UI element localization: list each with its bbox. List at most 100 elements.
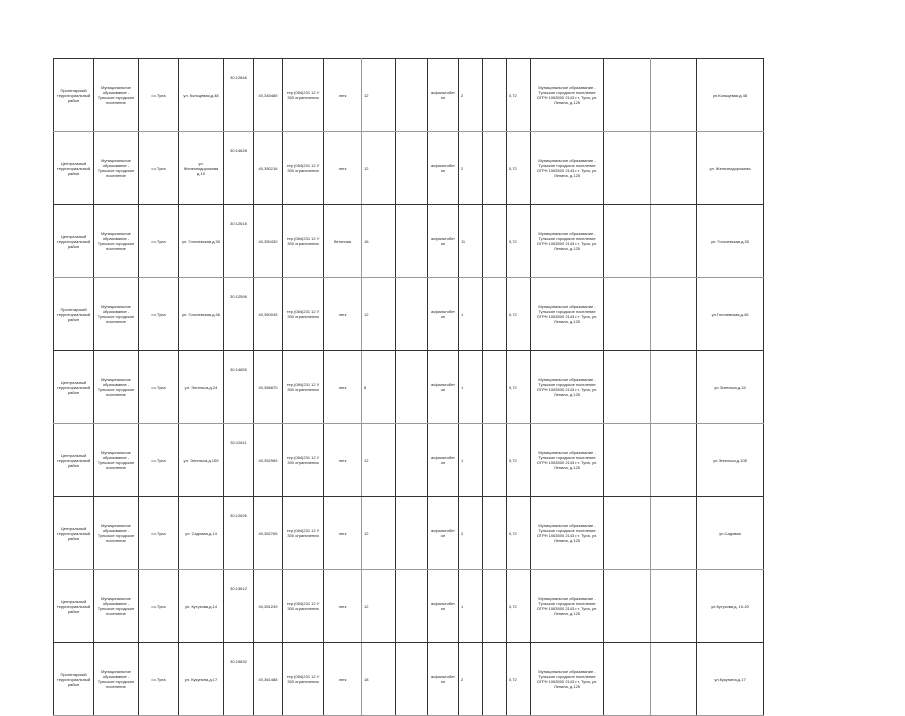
cell-owner: Муниципальное образование - Тульское гор… [93, 204, 139, 278]
cell-address: ул. Кукунина,д.17 [178, 642, 224, 716]
cell-width: 12 [361, 569, 396, 643]
cell-holder: Муниципальное образование - Тульское гор… [530, 496, 604, 570]
cell-width: 16 [361, 204, 396, 278]
cell-city: г.о.Тула [138, 423, 179, 497]
cell-surface: асфальтобетон [427, 131, 459, 205]
cell-cadastral-number: 30:12618 [223, 204, 254, 278]
table-row: Центральный территориальный район Муницип… [53, 423, 764, 497]
table-row: Пролетарский территориальный район Муници… [53, 58, 764, 132]
cell-empty-3 [603, 131, 651, 205]
cell-category: бетонная [323, 204, 362, 278]
cell-district: Пролетарский территориальный район [53, 642, 94, 716]
cell-city: г.о.Тула [138, 204, 179, 278]
cell-lanes: 2 [458, 496, 483, 570]
cell-length: 0,72 [506, 58, 531, 132]
cell-district: Пролетарский территориальный район [53, 277, 94, 351]
cell-empty-1 [395, 423, 428, 497]
cell-address: ул. Кутузова,д.14 [178, 569, 224, 643]
table-row: Центральный территориальный район Муницип… [53, 569, 764, 643]
cell-empty-3 [603, 277, 651, 351]
cell-width: 12 [361, 58, 396, 132]
cell-empty-3 [603, 569, 651, 643]
cell-cadastral-number: 30:13612 [223, 569, 254, 643]
cell-surface: асфальтобетон [427, 496, 459, 570]
cell-holder: Муниципальное образование - Тульское гор… [530, 642, 604, 716]
cell-cadastral-number: 30:14655 [223, 350, 254, 424]
cell-restriction: тер.(084)231 12 У 300 ограничения [282, 277, 324, 351]
cell-city: г.о.Тула [138, 58, 179, 132]
cell-owner: Муниципальное образование - Тульское гор… [93, 642, 139, 716]
cell-cadastral-number: 30:12611 [223, 423, 254, 497]
cell-coordinate: 40,351249 [253, 569, 283, 643]
cell-empty-4 [650, 496, 697, 570]
cell-empty-4 [650, 642, 697, 716]
cell-empty-3 [603, 350, 651, 424]
cell-restriction: тер.(084)231 12 У 300 ограничения [282, 642, 324, 716]
cell-holder: Муниципальное образование - Тульское гор… [530, 58, 604, 132]
cell-location: ул.Гоголевская,д.46 [696, 277, 764, 351]
cell-city: г.о.Тула [138, 569, 179, 643]
cell-lanes: 2 [458, 642, 483, 716]
cell-length: 0,72 [506, 569, 531, 643]
cell-holder: Муниципальное образование - Тульское гор… [530, 277, 604, 351]
cell-empty-2 [482, 569, 507, 643]
cell-lanes: 1 [458, 350, 483, 424]
cell-coordinate: 40,352989 [253, 423, 283, 497]
cell-location: ул.Кольцевая,д.48 [696, 58, 764, 132]
cell-length: 0,72 [506, 204, 531, 278]
cell-empty-4 [650, 131, 697, 205]
cell-category: легк [323, 131, 362, 205]
cell-city: г.о.Тула [138, 642, 179, 716]
cell-empty-3 [603, 58, 651, 132]
cell-district: Центральный территориальный район [53, 204, 94, 278]
cell-location: ул.Кутузова,д. 10-20 [696, 569, 764, 643]
table-row: Центральный территориальный район Муницип… [53, 131, 764, 205]
cell-width: 12 [361, 277, 396, 351]
cell-empty-2 [482, 204, 507, 278]
cell-lanes: 1 [458, 277, 483, 351]
cell-city: г.о.Тула [138, 350, 179, 424]
cell-location: ул. Железнодорожная [696, 131, 764, 205]
cell-empty-2 [482, 277, 507, 351]
cell-holder: Муниципальное образование - Тульское гор… [530, 423, 604, 497]
cell-empty-2 [482, 423, 507, 497]
cell-owner: Муниципальное образование - Тульское гор… [93, 58, 139, 132]
cell-empty-2 [482, 350, 507, 424]
cell-address: ул. Садовая,д.14 [178, 496, 224, 570]
cell-address: ул. Железнодорожная д.10 [178, 131, 224, 205]
cell-coordinate: 40,356870 [253, 350, 283, 424]
cell-lanes: 2 [458, 58, 483, 132]
cell-empty-4 [650, 569, 697, 643]
table-row: Пролетарский территориальный район Муници… [53, 277, 764, 351]
cell-empty-4 [650, 423, 697, 497]
cell-coordinate: 40,350216 [253, 131, 283, 205]
cell-district: Центральный территориальный район [53, 350, 94, 424]
cell-length: 0,72 [506, 496, 531, 570]
cell-coordinate: 40,345485 [253, 58, 283, 132]
cell-width: 12 [361, 496, 396, 570]
cell-owner: Муниципальное образование - Тульское гор… [93, 423, 139, 497]
cell-lanes: 1 [458, 423, 483, 497]
cell-empty-1 [395, 496, 428, 570]
cell-width: 8 [361, 350, 396, 424]
cell-length: 0,72 [506, 277, 531, 351]
cell-length: 0,72 [506, 642, 531, 716]
cell-empty-3 [603, 642, 651, 716]
cell-surface: асфальтобетон [427, 350, 459, 424]
cell-address: ул. Энгельса,д.105 [178, 423, 224, 497]
cell-city: г.о.Тула [138, 131, 179, 205]
cell-location: ул. Гоголевская,д.30 [696, 204, 764, 278]
table-row: Центральный территориальный район Муницип… [53, 204, 764, 278]
cell-surface: асфальтобетон [427, 423, 459, 497]
cell-restriction: тер.(084)231 12 У 300 ограничения [282, 423, 324, 497]
cell-empty-4 [650, 350, 697, 424]
table-row: Центральный территориальный район Муницип… [53, 350, 764, 424]
cell-owner: Муниципальное образование - Тульское гор… [93, 277, 139, 351]
cell-category: легк [323, 423, 362, 497]
cell-empty-1 [395, 350, 428, 424]
cell-restriction: тер.(084)231 12 У 300 ограничения [282, 131, 324, 205]
cell-district: Центральный территориальный район [53, 131, 94, 205]
cell-category: легк [323, 496, 362, 570]
cell-width: 12 [361, 131, 396, 205]
cell-cadastral-number: 30:12596 [223, 277, 254, 351]
